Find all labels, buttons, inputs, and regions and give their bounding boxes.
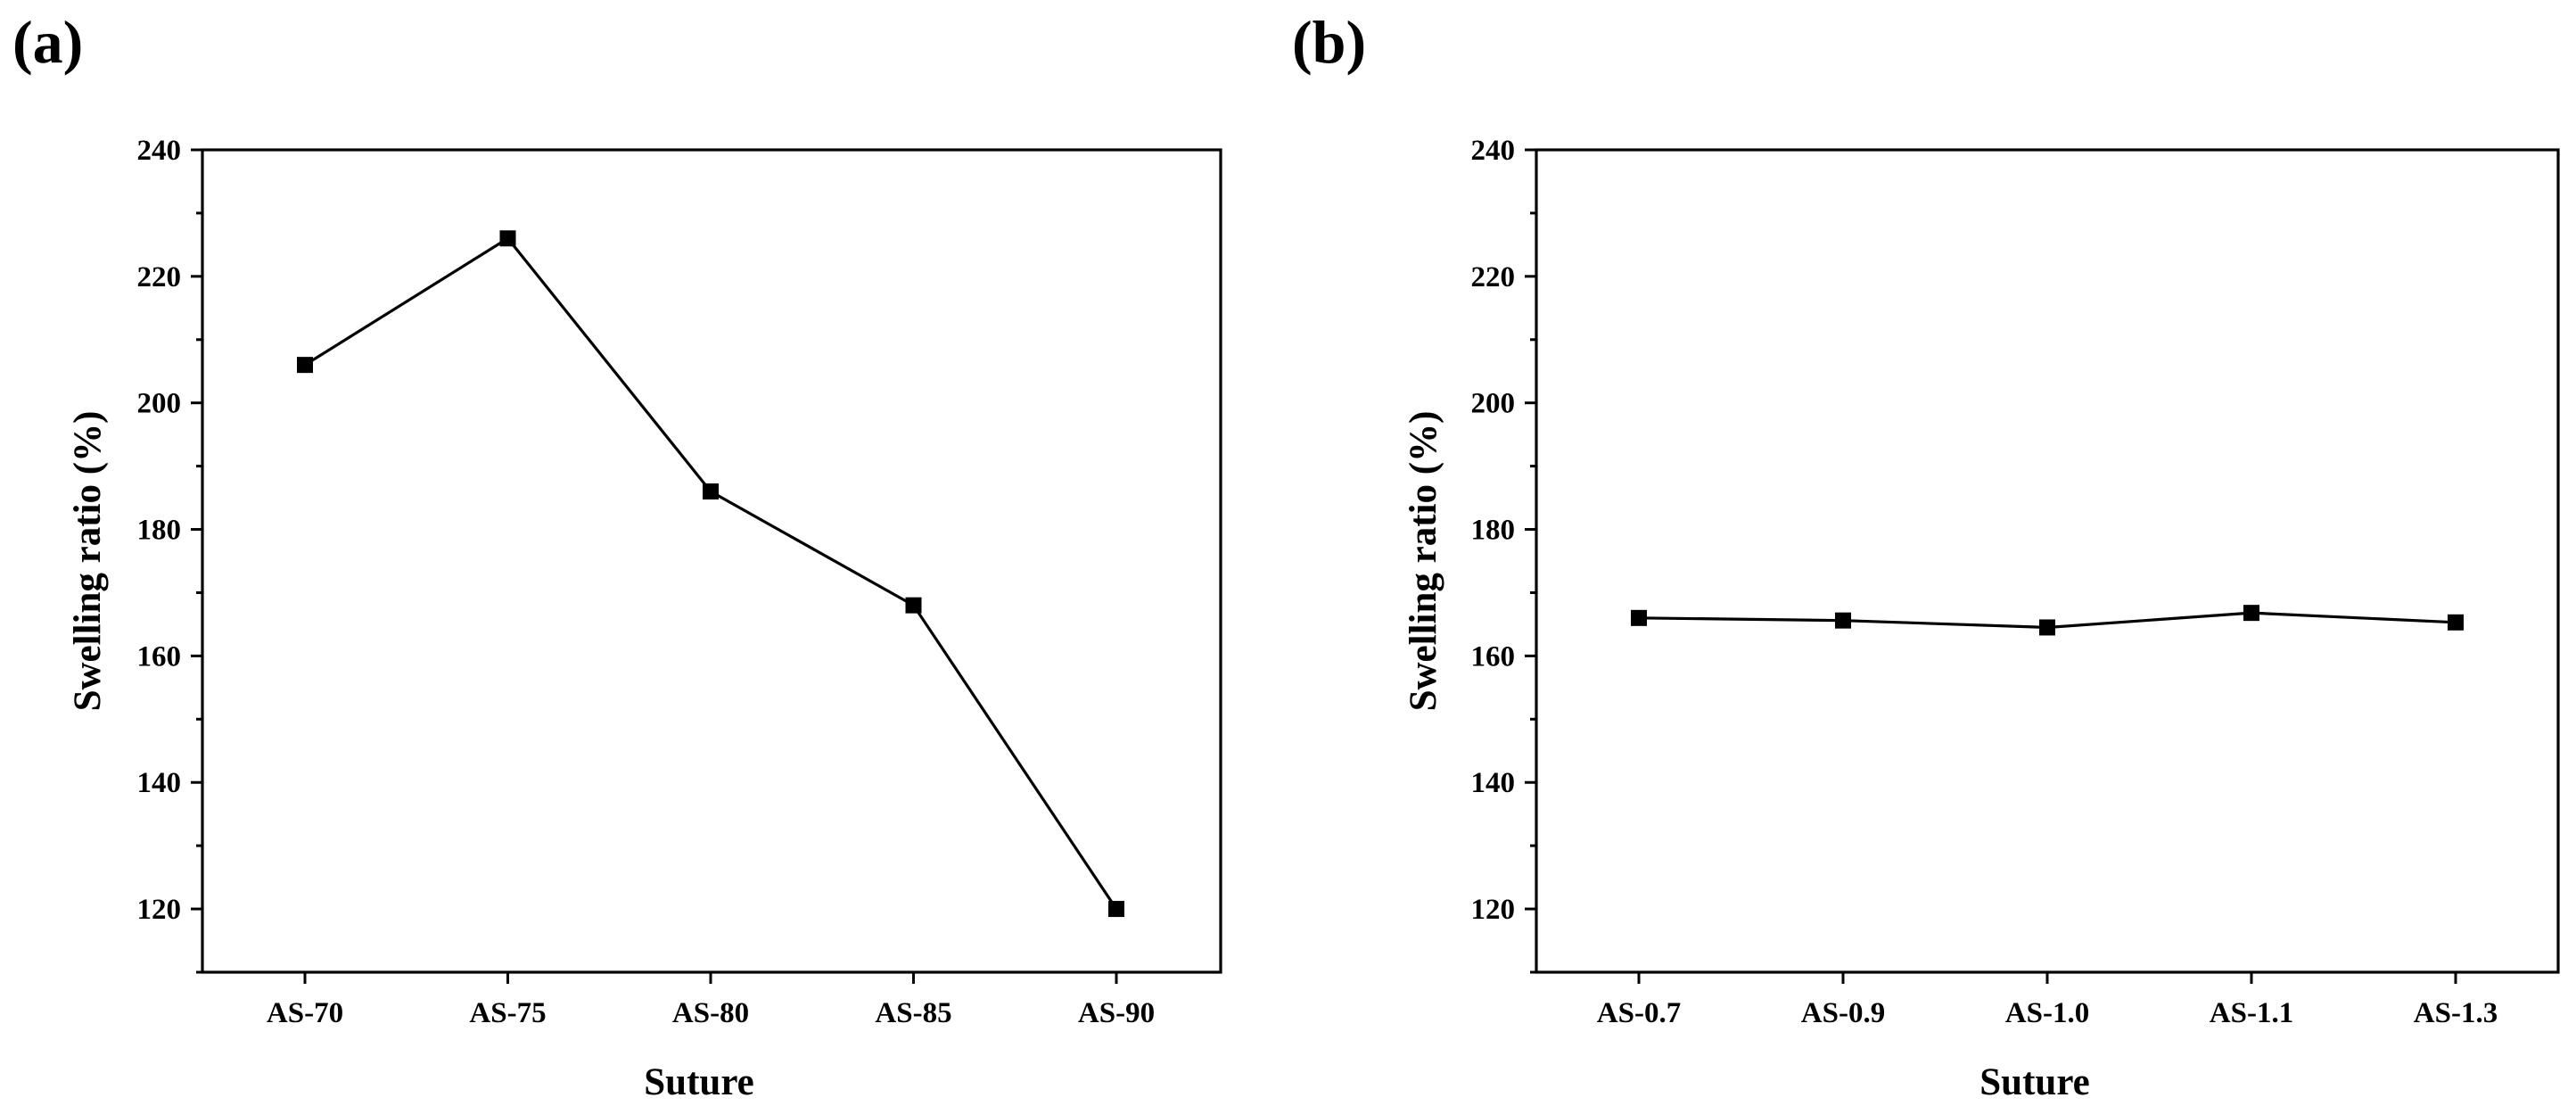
y-tick-label: 240 [1471,135,1516,167]
data-series [1631,605,2464,636]
y-axis-title: Swelling ratio (%) [67,411,109,712]
data-series [297,230,1124,918]
y-tick-label: 160 [1471,640,1516,673]
y-axis: 120 140 160 180 200 220 240 [137,135,202,974]
x-tick-label: AS-90 [1078,997,1155,1029]
data-point-as-90 [1108,901,1124,918]
y-tick-label: 140 [1471,767,1516,799]
x-tick-label: AS-80 [672,997,749,1029]
x-tick-label: AS-75 [469,997,546,1029]
data-point-as-75 [499,230,516,247]
chart-panel-a: (a) 120 140 160 180 200 220 240 AS-70 AS-75 AS-8… [12,8,1222,1103]
x-tick-label: AS-0.7 [1597,997,1681,1029]
x-tick-label: AS-70 [267,997,343,1029]
y-tick-label: 160 [137,640,182,673]
y-tick-label: 220 [1471,261,1516,293]
plot-frame [1535,148,2560,974]
data-point-as-1-1 [2243,605,2259,622]
x-axis-title: Suture [644,1061,753,1103]
data-point-as-1-0 [2039,619,2055,636]
y-tick-label: 180 [137,515,182,547]
y-tick-label: 200 [137,388,182,420]
y-tick-label: 120 [137,894,182,926]
y-tick-label: 180 [1471,515,1516,547]
x-axis: AS-0.7 AS-0.9 AS-1.0 AS-1.1 AS-1.3 [1597,972,2498,1029]
data-point-as-0-9 [1835,612,1851,629]
y-tick-label: 140 [137,767,182,799]
data-point-as-0-7 [1631,609,1647,626]
panel-label: (b) [1292,8,1366,76]
data-point-as-85 [905,597,922,614]
x-tick-label: AS-1.3 [2414,997,2498,1029]
data-point-as-1-3 [2448,614,2464,631]
y-tick-label: 240 [137,135,182,167]
series-line [304,236,1118,910]
y-tick-label: 200 [1471,388,1516,420]
x-tick-label: AS-85 [875,997,951,1029]
y-tick-label: 220 [137,261,182,293]
y-axis: 120 140 160 180 200 220 240 [1471,135,1536,974]
y-tick-label: 120 [1471,894,1516,926]
plot-frame [201,148,1222,974]
x-axis: AS-70 AS-75 AS-80 AS-85 AS-90 [267,972,1155,1029]
x-tick-label: AS-0.9 [1801,997,1885,1029]
data-point-as-70 [297,357,313,374]
panel-label: (a) [12,8,83,76]
data-point-as-80 [703,483,719,499]
x-tick-label: AS-1.0 [2005,997,2089,1029]
y-axis-title: Swelling ratio (%) [1403,411,1444,712]
x-tick-label: AS-1.1 [2210,997,2293,1029]
x-axis-title: Suture [1979,1061,2089,1103]
